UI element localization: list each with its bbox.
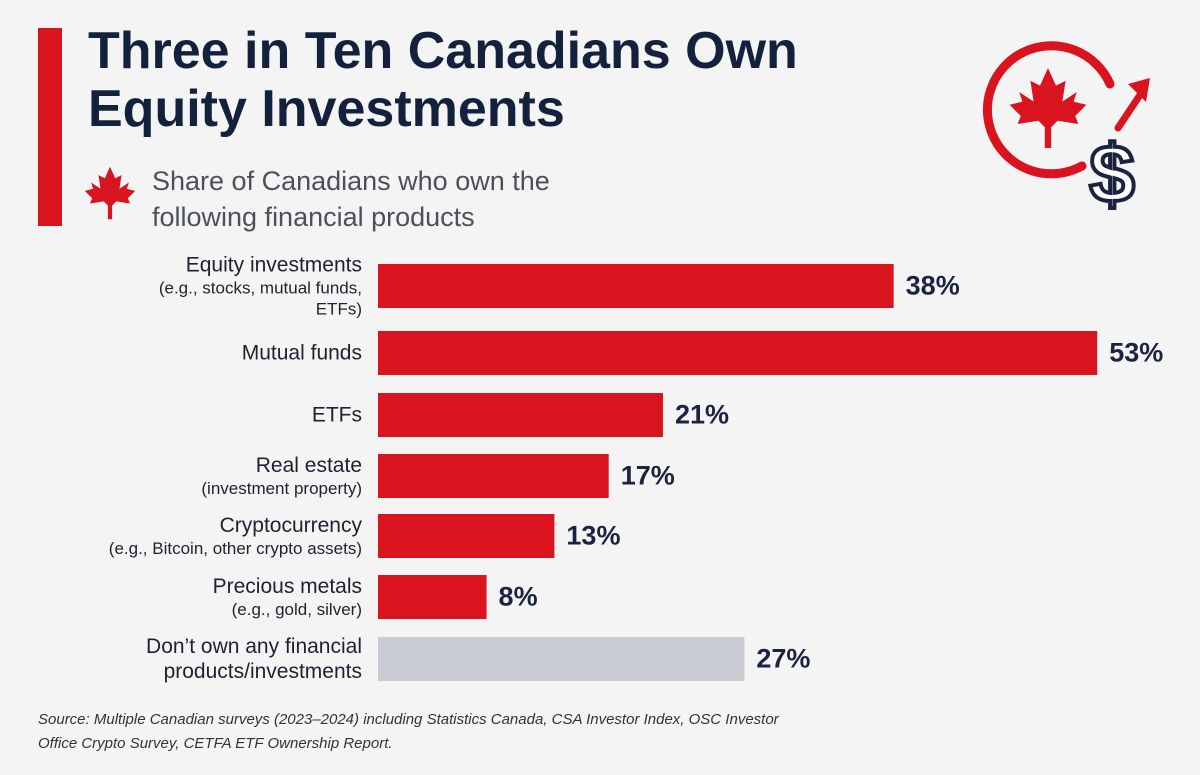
bar [378,393,663,437]
category-sublabel: (e.g., stocks, mutual funds, ETFs) [158,278,362,319]
bar [378,331,1098,375]
bar [378,514,555,558]
category-sublabel: (e.g., Bitcoin, other crypto assets) [108,539,362,558]
category-sublabel: (e.g., gold, silver) [231,600,362,619]
category-label: Precious metals (e.g., gold, silver) [32,574,362,620]
value-label: 27% [756,643,811,674]
category-name: Mutual funds [241,341,362,365]
category-name: Don’t own any financial products/investm… [146,635,362,683]
category-label: Mutual funds [32,341,362,366]
bar [378,575,487,619]
accent-bar [38,28,62,226]
value-label: 21% [674,399,730,430]
svg-text:$: $ [1089,129,1135,220]
category-label: Cryptocurrency (e.g., Bitcoin, other cryp… [32,513,362,559]
category-label: ETFs [32,403,362,428]
bar [378,264,894,308]
category-label: Real estate (investment property) [32,453,362,499]
source-note: Source: Multiple Canadian surveys (2023–… [38,711,779,752]
value-label: 38% [905,270,960,301]
value-label: 53% [1109,337,1164,368]
category-name: Precious metals [212,575,362,598]
bar [378,637,745,681]
chart-title: Three in Ten Canadians Own Equity Invest… [88,22,798,138]
category-name: Equity investments [185,253,362,277]
bar [378,454,609,498]
category-name: Cryptocurrency [219,514,362,537]
category-sublabel: (investment property) [201,479,362,498]
value-label: 13% [566,520,621,551]
logo-icon: $ [982,41,1150,222]
category-name: Real estate [255,454,362,477]
value-label: 8% [498,581,538,612]
category-name: ETFs [311,403,362,427]
value-label: 17% [620,460,675,491]
chart-subtitle: Share of Canadians who own the following… [152,166,550,232]
category-label: Don’t own any financial products/investm… [32,634,362,684]
category-label: Equity investments (e.g., stocks, mutual … [32,253,362,320]
maple-leaf [84,166,136,220]
